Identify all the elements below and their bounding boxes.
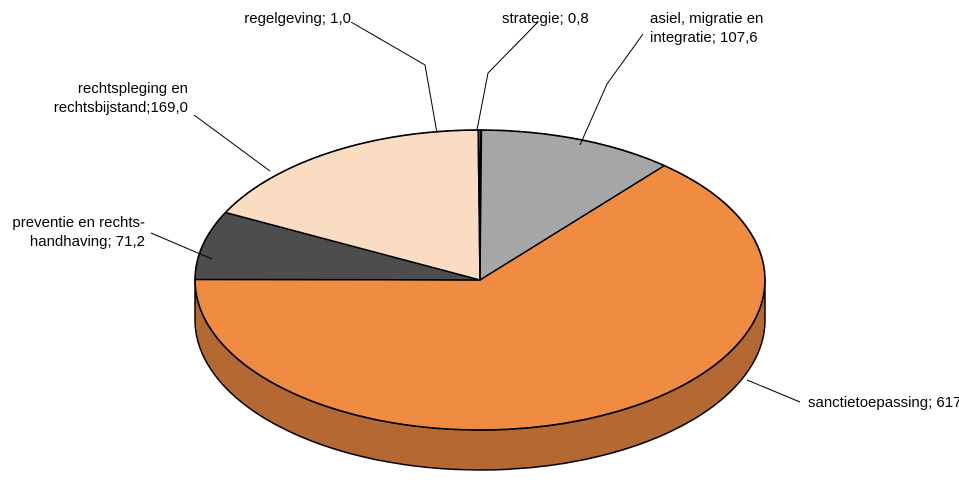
leader-rechtspleging <box>194 115 270 171</box>
leader-sanctie <box>747 380 800 402</box>
leader-strategie <box>477 22 538 130</box>
label-rechtspleging: rechtspleging en rechtsbijstand;169,0 <box>54 80 188 118</box>
label-asiel-line2: integratie; 107,6 <box>650 29 758 46</box>
label-preventie-line1: preventie en rechts- <box>12 214 145 231</box>
label-asiel: asiel, migratie en integratie; 107,6 <box>650 10 763 48</box>
label-asiel-line1: asiel, migratie en <box>650 10 763 27</box>
leader-regelgeving <box>351 22 437 133</box>
chart-container: regelgeving; 1,0 strategie; 0,8 asiel, m… <box>0 0 959 501</box>
label-strategie: strategie; 0,8 <box>502 10 589 29</box>
label-rechtspleging-line2: rechtsbijstand;169,0 <box>54 99 188 116</box>
label-regelgeving: regelgeving; 1,0 <box>244 10 351 29</box>
leader-asiel <box>580 34 643 145</box>
label-preventie: preventie en rechts- handhaving; 71,2 <box>12 214 145 252</box>
label-rechtspleging-line1: rechtspleging en <box>78 80 188 97</box>
label-sanctie: sanctietoepassing; 617,9 <box>808 394 959 413</box>
label-preventie-line2: handhaving; 71,2 <box>30 233 145 250</box>
